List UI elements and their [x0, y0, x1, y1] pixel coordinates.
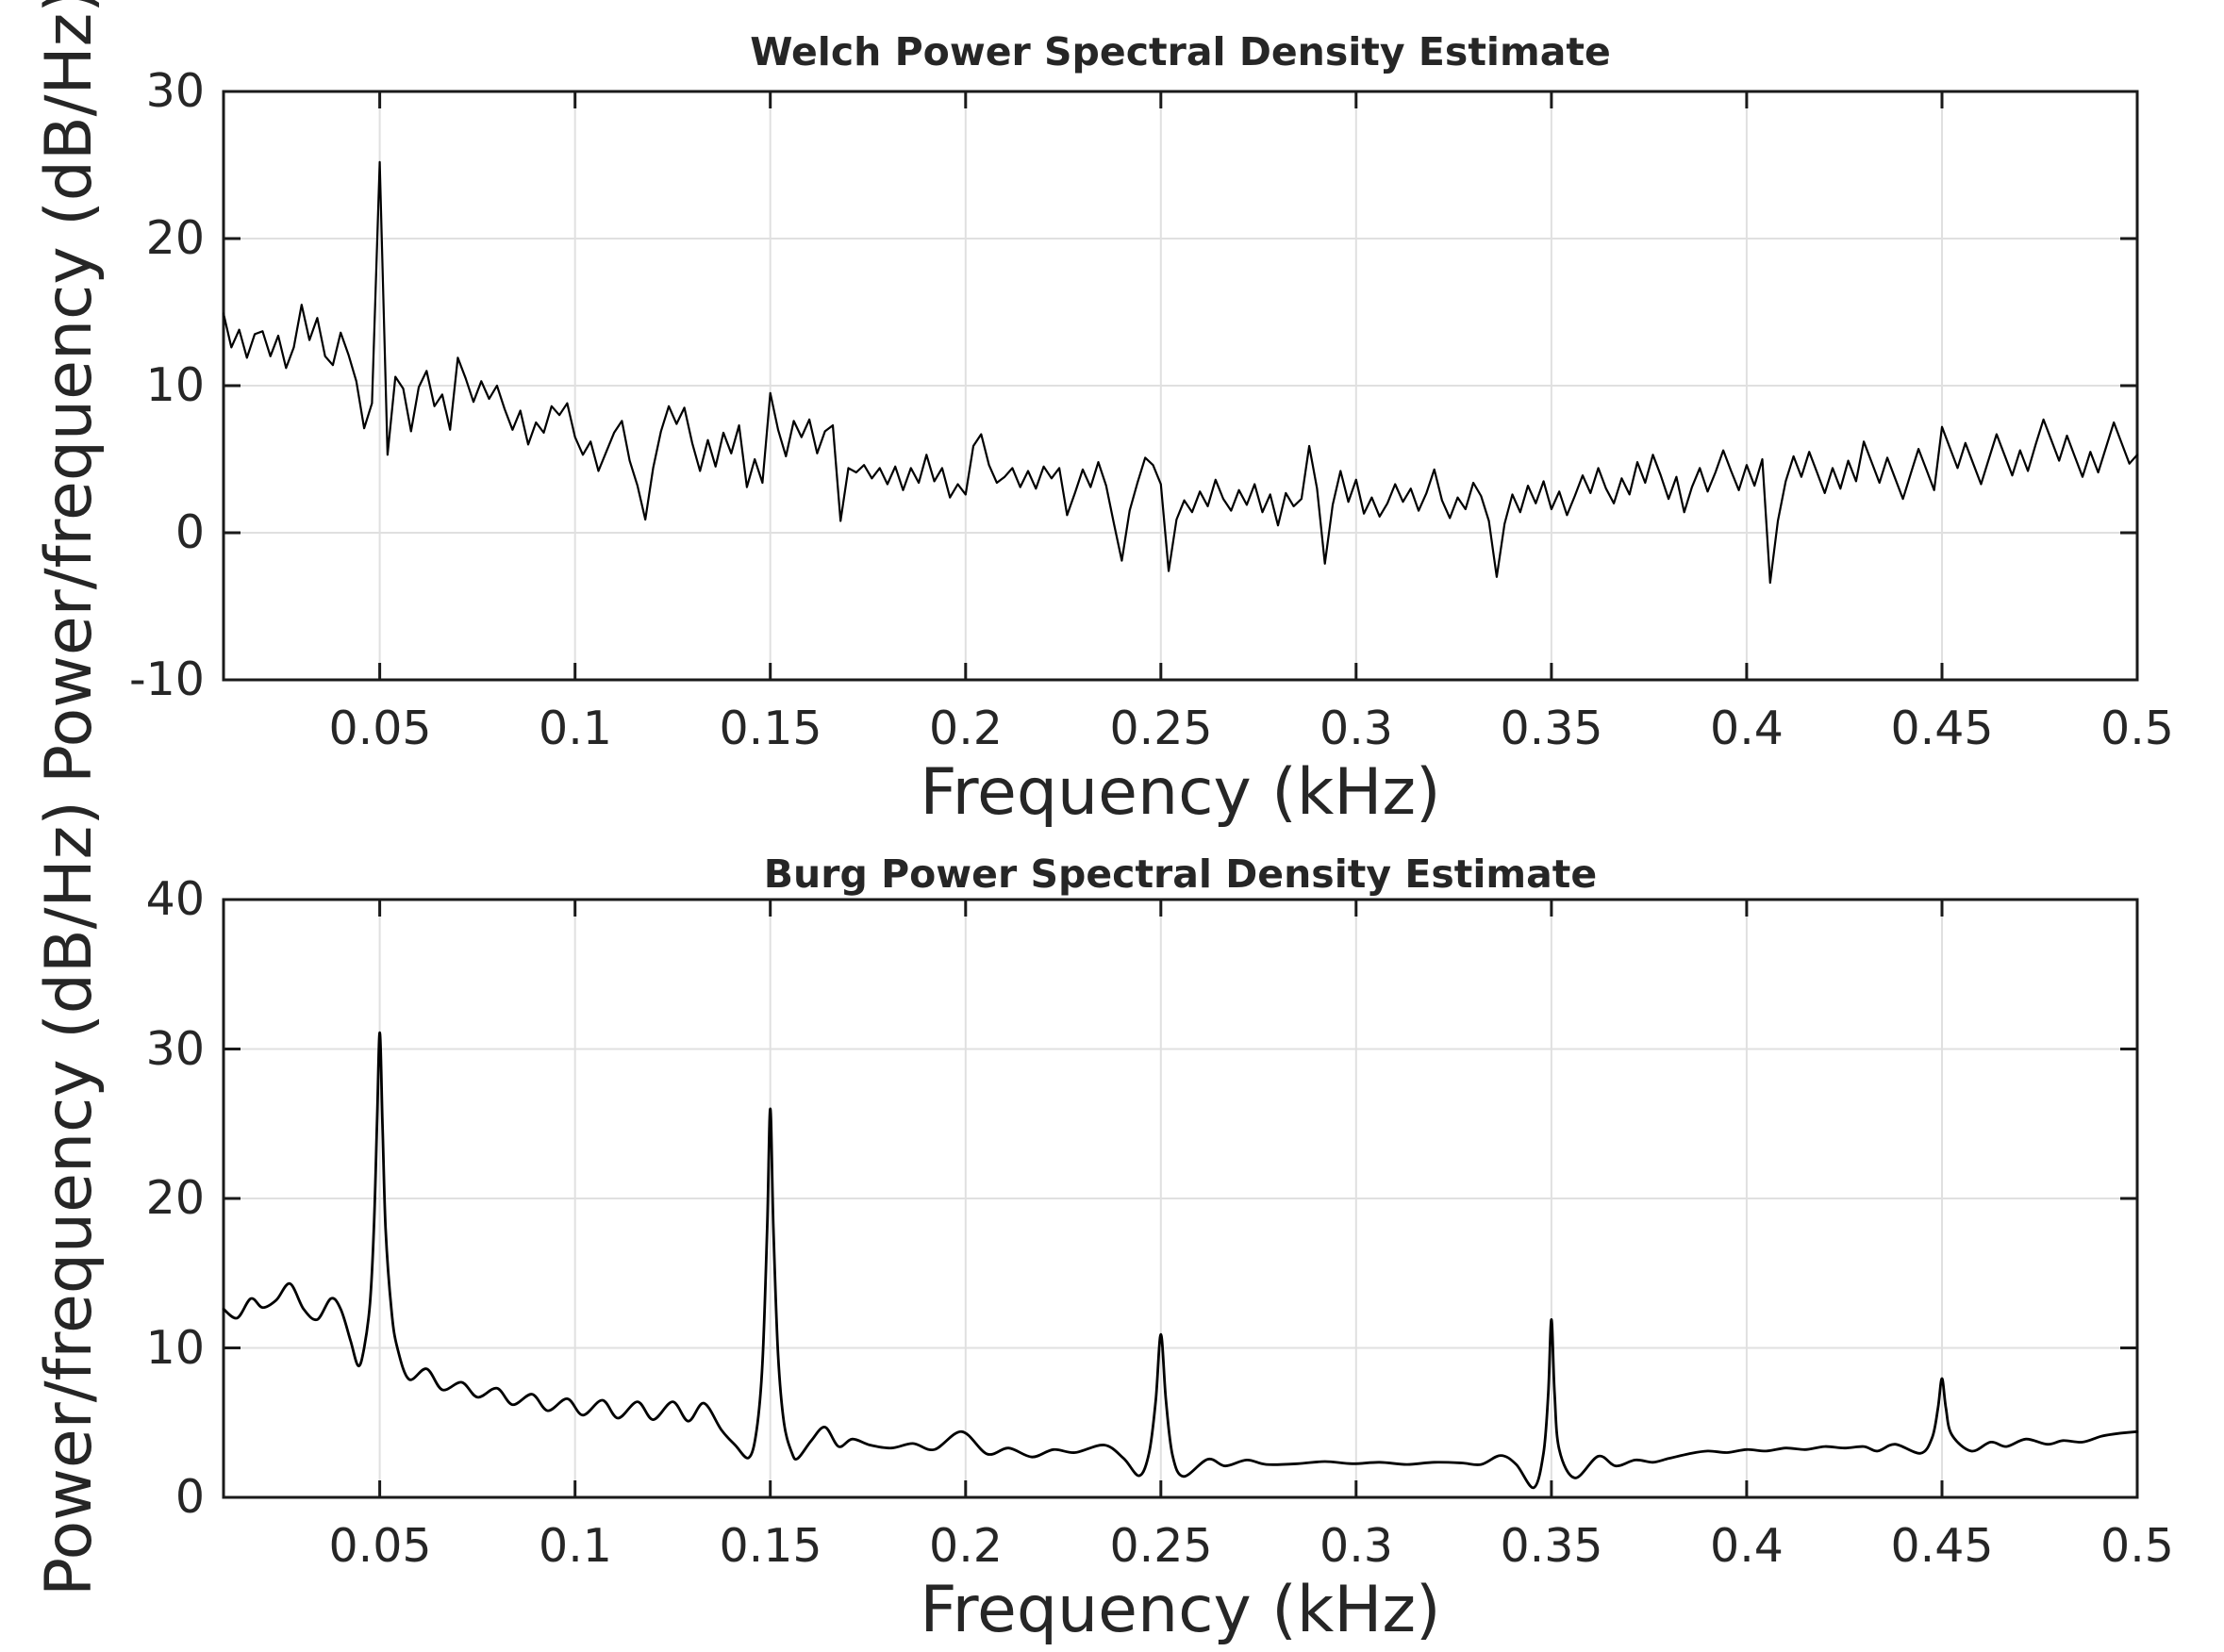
burg-x-tick-label: 0.4	[1710, 1519, 1784, 1573]
welch-x-tick-label: 0.5	[2100, 702, 2174, 755]
welch-chart-title: Welch Power Spectral Density Estimate	[750, 29, 1611, 74]
burg-x-tick-label: 0.05	[328, 1519, 432, 1573]
burg-x-tick-label: 0.15	[719, 1519, 822, 1573]
burg-x-tick-label: 0.45	[1890, 1519, 1994, 1573]
burg-y-tick-label: 30	[145, 1022, 205, 1076]
welch-y-tick-label: 0	[174, 505, 205, 559]
welch-x-tick-label: 0.3	[1319, 702, 1393, 755]
welch-y-tick-label: 10	[145, 358, 205, 412]
welch-x-tick-label: 0.2	[929, 702, 1003, 755]
welch-x-tick-label: 0.4	[1710, 702, 1784, 755]
burg-x-tick-label: 0.3	[1319, 1519, 1393, 1573]
burg-y-tick-label: 40	[145, 872, 205, 926]
burg-x-tick-label: 0.2	[929, 1519, 1003, 1573]
welch-x-tick-label: 0.1	[539, 702, 612, 755]
welch-x-tick-label: 0.35	[1500, 702, 1603, 755]
burg-y-tick-label: 0	[174, 1470, 205, 1524]
burg-x-axis-label: Frequency (kHz)	[920, 1573, 1441, 1647]
welch-x-tick-label: 0.25	[1109, 702, 1213, 755]
welch-x-tick-label: 0.15	[719, 702, 822, 755]
burg-chart-title: Burg Power Spectral Density Estimate	[763, 851, 1598, 897]
welch-x-tick-label: 0.45	[1890, 702, 1994, 755]
welch-y-tick-label: 20	[145, 211, 205, 265]
burg-x-tick-label: 0.5	[2100, 1519, 2174, 1573]
welch-y-tick-label: 30	[145, 64, 205, 118]
burg-x-tick-label: 0.25	[1109, 1519, 1213, 1573]
welch-x-axis-label: Frequency (kHz)	[920, 755, 1441, 830]
welch-y-tick-label: -10	[128, 653, 205, 706]
burg-y-tick-label: 20	[145, 1171, 205, 1225]
burg-y-tick-label: 10	[145, 1321, 205, 1375]
welch-x-tick-label: 0.05	[328, 702, 432, 755]
burg-x-tick-label: 0.1	[539, 1519, 612, 1573]
burg-x-tick-label: 0.35	[1500, 1519, 1603, 1573]
